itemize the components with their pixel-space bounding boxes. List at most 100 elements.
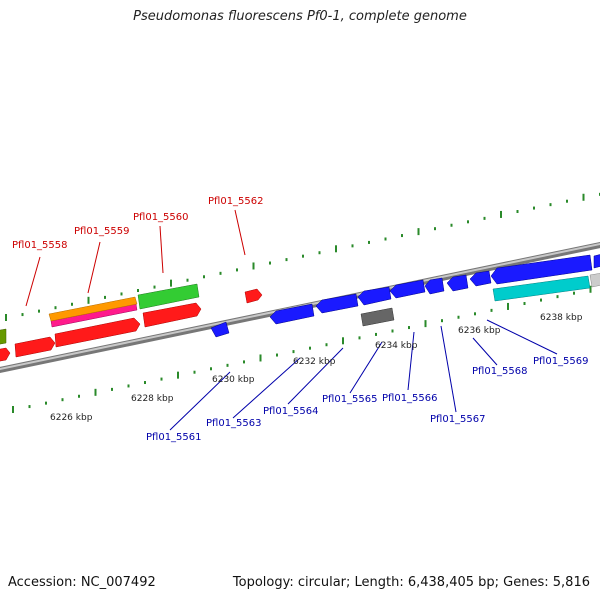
scale-tick [61, 398, 64, 402]
scale-tick [483, 216, 486, 220]
label-connectors [25, 209, 558, 431]
scale-tick [144, 381, 146, 385]
gene-arrow-blue [593, 254, 600, 269]
gene-arrow-orange [48, 296, 138, 322]
gene-arrow-blue [269, 303, 315, 325]
gene-arrow-blue [315, 293, 359, 314]
scale-tick [54, 306, 57, 310]
scale-tick [441, 319, 443, 323]
scale-tick [5, 314, 7, 321]
scale-tick [177, 371, 179, 379]
scale-tick [104, 295, 106, 299]
gene-arrow-blue [424, 277, 445, 295]
reverse-gene-labels: Pfl01_5561 Pfl01_5563 Pfl01_5564 Pfl01_5… [146, 356, 589, 443]
scale-tick [589, 285, 592, 293]
scale-tick [375, 332, 377, 336]
forward-strand-genes [0, 283, 263, 362]
scale-tick [533, 206, 535, 210]
scale-tick [342, 337, 344, 345]
gene-label: Pfl01_5567 [430, 414, 486, 425]
scale-tick [368, 240, 370, 244]
gene-label: Pfl01_5568 [472, 366, 528, 377]
scale-tick [193, 370, 196, 374]
scale-tick [276, 353, 278, 357]
gene-arrow-red [244, 288, 263, 304]
gene-label: Pfl01_5566 [382, 393, 438, 404]
gene-label: Pfl01_5561 [146, 432, 202, 443]
gene-arrow-blue [490, 254, 593, 285]
scale-tick [160, 377, 163, 381]
scale-tick [549, 203, 552, 207]
scale-tick [120, 292, 123, 296]
scale-tick [467, 220, 469, 224]
gene-label: Pfl01_5565 [322, 394, 378, 405]
scale-tick [78, 394, 80, 398]
tick-label: 6234 kbp [375, 341, 418, 351]
scale-tick [391, 329, 394, 333]
gene-arrow-blue [446, 274, 469, 292]
scale-tick [434, 227, 436, 231]
scale-tick [252, 262, 255, 270]
scale-tick [87, 296, 90, 304]
scale-tick [269, 261, 271, 265]
scale-tick [137, 289, 139, 293]
forward-strand-dots [5, 192, 600, 321]
scale-tick [351, 244, 354, 248]
scale-tick [226, 363, 229, 367]
gene-arrow-gray [360, 307, 395, 327]
scale-tick [71, 302, 73, 306]
forward-gene-labels: Pfl01_5558 Pfl01_5559 Pfl01_5560 Pfl01_5… [12, 196, 264, 251]
gene-arrow-blue [389, 279, 426, 299]
reverse-strand-dots [12, 285, 592, 413]
scale-tick [186, 278, 189, 282]
gene-label: Pfl01_5564 [263, 406, 319, 417]
scale-tick [45, 401, 47, 405]
scale-tick [94, 388, 97, 396]
scale-tick [219, 271, 222, 275]
scale-tick [556, 295, 559, 299]
scale-tick [401, 234, 403, 238]
tick-label: 6228 kbp [131, 394, 174, 404]
scale-tick [309, 346, 311, 350]
scale-tick [111, 387, 113, 391]
scale-tick [500, 210, 502, 218]
scale-tick [573, 291, 575, 295]
gene-arrow-green [137, 283, 200, 310]
genome-summary-text: Topology: circular; Length: 6,438,405 bp… [232, 575, 590, 590]
map-title: Pseudomonas fluorescens Pf0-1, complete … [133, 9, 467, 24]
gene-arrow-blue [469, 270, 492, 287]
gene-arrow-light-gray [589, 273, 600, 288]
gene-label: Pfl01_5558 [12, 240, 68, 251]
gene-arrow-cyan [492, 275, 591, 302]
tick-label: 6232 kbp [293, 357, 336, 367]
scale-tick [292, 350, 295, 354]
scale-tick [210, 367, 212, 371]
scale-tick [127, 384, 130, 388]
gene-arrow-red [142, 302, 202, 328]
accession-text: Accession: NC_007492 [8, 575, 156, 590]
scale-tick [236, 268, 238, 272]
scale-tick [566, 199, 568, 203]
scale-tick [153, 285, 156, 289]
scale-tick [285, 258, 288, 262]
gene-arrow-olive [0, 328, 7, 345]
scale-tick [540, 298, 542, 302]
gene-arrow-blue [357, 286, 392, 306]
scale-tick [38, 309, 40, 313]
scale-tick [582, 193, 585, 201]
tick-label: 6226 kbp [50, 413, 93, 423]
gene-arrow-red [14, 336, 56, 358]
scale-tick [302, 254, 304, 258]
scale-tick [474, 312, 476, 316]
scale-tick [516, 210, 519, 214]
gene-arrow-red [54, 317, 141, 348]
gene-label: Pfl01_5560 [133, 212, 189, 223]
scale-tick [203, 275, 205, 279]
tick-label: 6238 kbp [540, 313, 583, 323]
scale-tick [325, 343, 328, 347]
scale-tick [170, 279, 172, 287]
reverse-strand-genes [210, 254, 600, 338]
scale-tick [490, 308, 493, 312]
